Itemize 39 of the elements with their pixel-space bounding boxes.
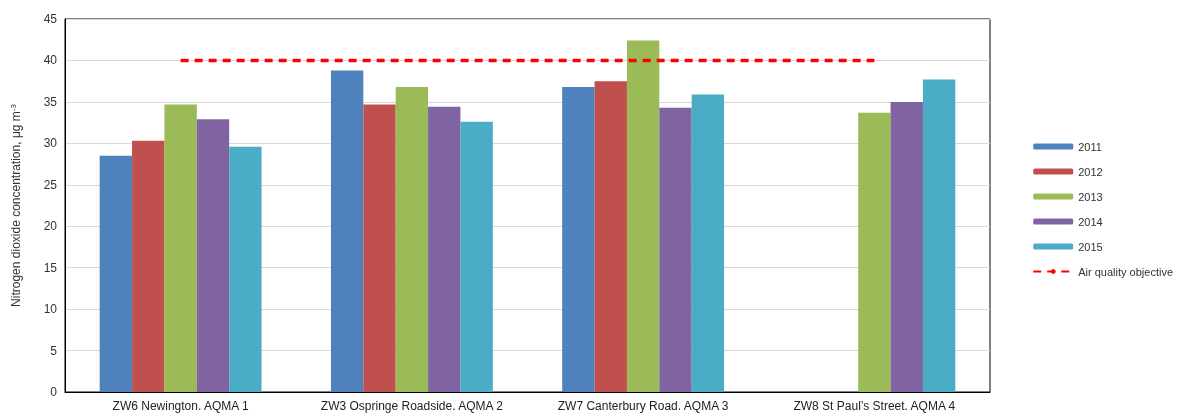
bar bbox=[460, 121, 493, 392]
legend-label: 2012 bbox=[1078, 165, 1103, 178]
bar bbox=[562, 86, 595, 392]
bar bbox=[196, 119, 230, 392]
legend-label: 2013 bbox=[1078, 190, 1103, 203]
x-tick-label: ZW6 Newington. AQMA 1 bbox=[112, 399, 249, 413]
bar bbox=[594, 81, 627, 392]
bar bbox=[691, 94, 725, 392]
y-tick-label: 20 bbox=[43, 219, 58, 234]
legend-label: 2011 bbox=[1078, 140, 1102, 153]
x-tick-label: ZW3 Ospringe Roadside. AQMA 2 bbox=[320, 399, 504, 413]
y-tick-label: 5 bbox=[50, 343, 58, 358]
bar bbox=[626, 40, 660, 392]
bar bbox=[164, 104, 197, 392]
bar bbox=[890, 101, 923, 392]
y-tick-label: 30 bbox=[43, 136, 58, 151]
y-tick-label: 40 bbox=[43, 53, 58, 68]
bar bbox=[922, 79, 956, 392]
legend-label: Air quality objective bbox=[1078, 265, 1174, 278]
bar bbox=[99, 155, 133, 392]
legend-label: 2014 bbox=[1078, 215, 1103, 228]
y-tick-label: 10 bbox=[43, 302, 58, 317]
y-tick-label: 15 bbox=[43, 260, 58, 275]
x-tick-label: ZW7 Canterbury Road. AQMA 3 bbox=[557, 399, 729, 413]
y-tick-label: 35 bbox=[43, 94, 58, 109]
bar bbox=[363, 104, 396, 392]
x-tick-label: ZW8 St Paul’s Street. AQMA 4 bbox=[793, 399, 956, 413]
bar bbox=[132, 140, 165, 392]
bar bbox=[659, 107, 692, 392]
bar bbox=[229, 146, 262, 392]
bar bbox=[330, 70, 364, 392]
bar bbox=[858, 112, 891, 392]
y-tick-label: 45 bbox=[43, 12, 58, 26]
y-axis-title: Nitrogen dioxide concentration, μg m-3 bbox=[8, 103, 23, 307]
y-tick-label: 0 bbox=[50, 385, 58, 399]
y-tick-label: 25 bbox=[43, 177, 58, 192]
bar bbox=[395, 86, 429, 392]
bar bbox=[428, 106, 461, 392]
legend-label: 2015 bbox=[1078, 240, 1103, 253]
